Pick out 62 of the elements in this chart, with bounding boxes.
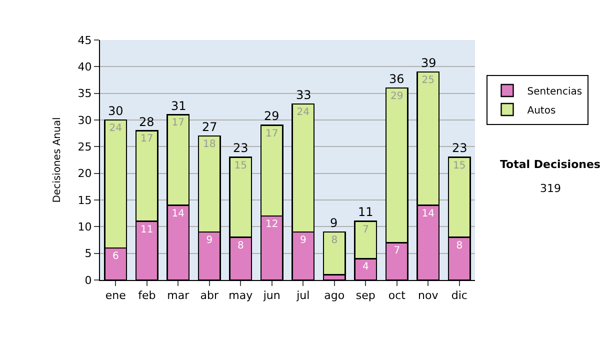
data-label: 9 bbox=[206, 235, 213, 246]
total-label: 23 bbox=[233, 141, 248, 155]
data-label: 4 bbox=[362, 262, 369, 273]
data-label: 15 bbox=[453, 160, 466, 172]
x-tick-label: oct bbox=[388, 289, 406, 302]
x-tick-label: abr bbox=[200, 289, 219, 302]
y-tick-label: 35 bbox=[78, 87, 92, 100]
data-label: 29 bbox=[390, 91, 404, 102]
x-tick-label: nov bbox=[418, 289, 439, 302]
x-tick-label: jul bbox=[296, 289, 310, 302]
total-label: 30 bbox=[108, 104, 124, 118]
legend-label: Sentencias bbox=[527, 86, 582, 98]
total-label: 36 bbox=[389, 72, 404, 86]
data-label: 14 bbox=[422, 208, 434, 220]
total-label: 33 bbox=[296, 88, 312, 102]
data-label: 8 bbox=[456, 240, 463, 252]
y-tick-label: 15 bbox=[78, 194, 92, 207]
data-label: 17 bbox=[172, 118, 184, 129]
data-label: 24 bbox=[109, 123, 122, 134]
x-tick-label: sep bbox=[356, 289, 376, 302]
data-label: 7 bbox=[394, 246, 400, 257]
data-label: 7 bbox=[362, 224, 369, 236]
y-tick-label: 40 bbox=[78, 60, 92, 74]
data-label: 8 bbox=[331, 235, 338, 246]
total-label: 39 bbox=[421, 56, 436, 70]
total-label: 9 bbox=[330, 216, 338, 230]
x-tick-label: ene bbox=[105, 289, 126, 302]
data-label: 6 bbox=[112, 251, 119, 262]
total-label: 29 bbox=[264, 109, 280, 123]
total-label: 27 bbox=[202, 120, 218, 134]
y-tick-label: 5 bbox=[84, 247, 92, 260]
y-tick-label: 10 bbox=[78, 220, 92, 234]
data-label: 14 bbox=[172, 208, 184, 220]
legend-label: Autos bbox=[527, 105, 556, 116]
data-label: 9 bbox=[300, 235, 306, 246]
data-label: 24 bbox=[296, 107, 310, 118]
text: Total Decisiones bbox=[500, 158, 600, 171]
y-tick-label: 45 bbox=[78, 34, 92, 47]
x-tick-label: jun bbox=[262, 289, 280, 302]
data-label: 12 bbox=[266, 219, 278, 230]
y-axis-title: Decisiones Anual bbox=[52, 117, 63, 203]
x-tick-label: may bbox=[228, 289, 254, 302]
total-label: 11 bbox=[358, 205, 374, 219]
data-label: 25 bbox=[422, 75, 434, 86]
y-tick-label: 30 bbox=[78, 114, 92, 127]
text: 319 bbox=[540, 182, 561, 195]
x-tick-label: feb bbox=[138, 289, 156, 302]
x-tick-label: ago bbox=[324, 289, 345, 302]
y-tick-label: 0 bbox=[84, 274, 92, 287]
total-label: 23 bbox=[452, 141, 468, 155]
x-tick-label: mar bbox=[167, 289, 190, 302]
data-label: 11 bbox=[140, 224, 154, 236]
total-label: 28 bbox=[139, 115, 154, 129]
data-label: 17 bbox=[266, 128, 278, 140]
data-label: 8 bbox=[237, 240, 244, 252]
y-tick-label: 20 bbox=[78, 167, 92, 180]
data-label: 17 bbox=[140, 134, 154, 145]
data-label: 15 bbox=[234, 160, 247, 172]
y-tick-label: 25 bbox=[78, 140, 92, 154]
x-tick-label: dic bbox=[451, 289, 468, 302]
total-label: 31 bbox=[171, 99, 186, 113]
data-label: 18 bbox=[203, 139, 216, 150]
